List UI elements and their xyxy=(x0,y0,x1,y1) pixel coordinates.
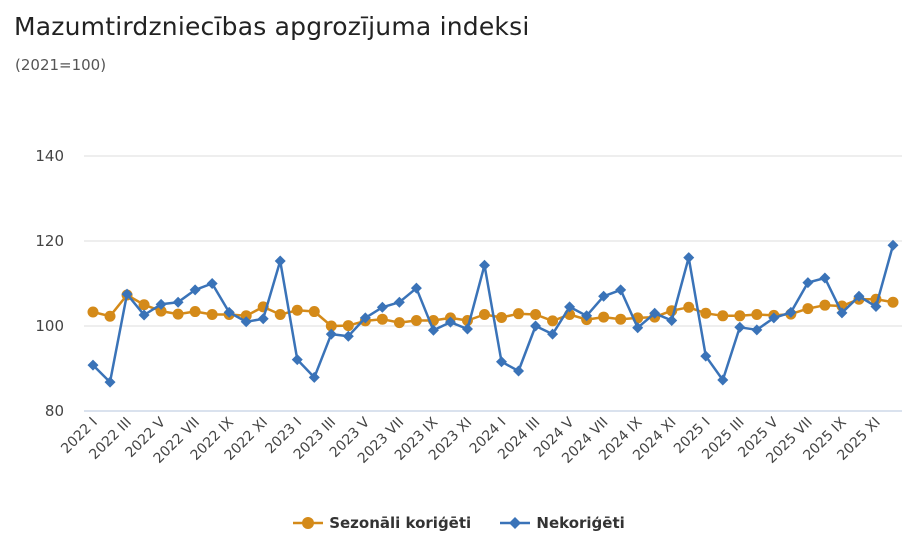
data-point[interactable] xyxy=(410,282,422,294)
data-point[interactable] xyxy=(393,296,405,308)
data-point[interactable] xyxy=(172,308,184,320)
legend-seasonal-marker-icon xyxy=(293,517,324,529)
data-point[interactable] xyxy=(496,312,508,323)
data-point[interactable] xyxy=(513,365,525,377)
data-point[interactable] xyxy=(461,323,473,335)
data-point[interactable] xyxy=(155,298,167,310)
data-point[interactable] xyxy=(325,320,337,332)
data-point[interactable] xyxy=(700,350,712,362)
data-point[interactable] xyxy=(444,316,456,328)
data-point[interactable] xyxy=(598,290,610,302)
legend: Sezonāli koriģēti Nekoriģēti xyxy=(0,514,918,534)
data-point[interactable] xyxy=(87,359,99,371)
data-point[interactable] xyxy=(308,306,320,318)
data-point[interactable] xyxy=(376,313,388,325)
data-point[interactable] xyxy=(751,309,763,321)
data-point[interactable] xyxy=(717,310,729,322)
data-point[interactable] xyxy=(257,313,269,325)
data-point[interactable] xyxy=(649,307,661,319)
data-point[interactable] xyxy=(802,277,814,289)
data-point[interactable] xyxy=(138,299,150,311)
data-point[interactable] xyxy=(291,304,303,316)
y-tick-label: 140 xyxy=(35,147,64,165)
chart-title: Mazumtirdzniecības apgrozījuma indeksi xyxy=(14,12,530,41)
data-point[interactable] xyxy=(853,290,865,302)
legend-item-seasonal[interactable]: Sezonāli koriģēti xyxy=(293,514,471,532)
series-unadjusted xyxy=(87,239,899,388)
data-point[interactable] xyxy=(240,316,252,328)
data-point[interactable] xyxy=(274,309,286,321)
data-point[interactable] xyxy=(478,259,490,271)
y-tick-label: 100 xyxy=(35,317,64,335)
data-point[interactable] xyxy=(683,301,695,313)
data-point[interactable] xyxy=(717,374,729,386)
data-point[interactable] xyxy=(138,309,150,321)
data-point[interactable] xyxy=(802,303,814,315)
data-point[interactable] xyxy=(768,312,780,324)
grid-lines xyxy=(84,155,902,412)
legend-unadjusted-marker-icon xyxy=(500,517,531,529)
data-point[interactable] xyxy=(581,310,593,322)
data-point[interactable] xyxy=(189,284,201,296)
data-point[interactable] xyxy=(478,309,490,321)
legend-label-unadjusted: Nekoriģēti xyxy=(536,514,625,532)
data-point[interactable] xyxy=(155,305,167,317)
data-point[interactable] xyxy=(615,313,627,325)
data-point[interactable] xyxy=(547,315,559,327)
data-point[interactable] xyxy=(513,308,525,320)
legend-label-seasonal: Sezonāli koriģēti xyxy=(329,514,472,532)
data-point[interactable] xyxy=(666,314,678,326)
data-point[interactable] xyxy=(325,328,337,340)
data-point[interactable] xyxy=(359,312,371,324)
data-point[interactable] xyxy=(376,301,388,313)
data-point[interactable] xyxy=(274,255,286,267)
data-point[interactable] xyxy=(887,239,899,251)
data-point[interactable] xyxy=(121,288,133,300)
data-point[interactable] xyxy=(427,324,439,336)
y-tick-label: 80 xyxy=(45,402,64,420)
data-point[interactable] xyxy=(836,307,848,319)
data-point[interactable] xyxy=(819,299,831,311)
data-point[interactable] xyxy=(887,296,899,308)
series-layer xyxy=(87,239,899,388)
data-point[interactable] xyxy=(751,324,763,336)
data-point[interactable] xyxy=(700,307,712,319)
data-point[interactable] xyxy=(734,310,746,322)
data-point[interactable] xyxy=(683,252,695,264)
data-point[interactable] xyxy=(206,309,218,321)
data-point[interactable] xyxy=(819,272,831,284)
legend-item-unadjusted[interactable]: Nekoriģēti xyxy=(500,514,625,532)
data-point[interactable] xyxy=(206,278,218,289)
data-point[interactable] xyxy=(291,354,303,366)
data-point[interactable] xyxy=(530,320,542,332)
data-point[interactable] xyxy=(342,320,354,332)
data-point[interactable] xyxy=(393,317,405,329)
data-point[interactable] xyxy=(104,310,116,322)
data-point[interactable] xyxy=(632,322,644,334)
data-point[interactable] xyxy=(189,306,201,318)
data-point[interactable] xyxy=(564,301,576,313)
data-point[interactable] xyxy=(530,309,542,321)
data-point[interactable] xyxy=(547,328,559,340)
data-point[interactable] xyxy=(410,314,422,326)
data-point[interactable] xyxy=(615,284,627,296)
data-point[interactable] xyxy=(240,310,252,322)
data-point[interactable] xyxy=(172,296,184,308)
data-point[interactable] xyxy=(308,371,320,383)
data-point[interactable] xyxy=(342,330,354,342)
data-point[interactable] xyxy=(734,321,746,333)
data-point[interactable] xyxy=(598,311,610,323)
data-point[interactable] xyxy=(223,306,235,318)
y-axis-ticks: 80 100 120 140 xyxy=(35,147,64,420)
data-point[interactable] xyxy=(104,376,116,388)
data-point[interactable] xyxy=(870,300,882,312)
data-point[interactable] xyxy=(785,306,797,318)
chart-subtitle: (2021=100) xyxy=(15,56,107,74)
data-point[interactable] xyxy=(87,306,99,318)
y-tick-label: 120 xyxy=(35,232,64,250)
data-point[interactable] xyxy=(496,356,508,368)
